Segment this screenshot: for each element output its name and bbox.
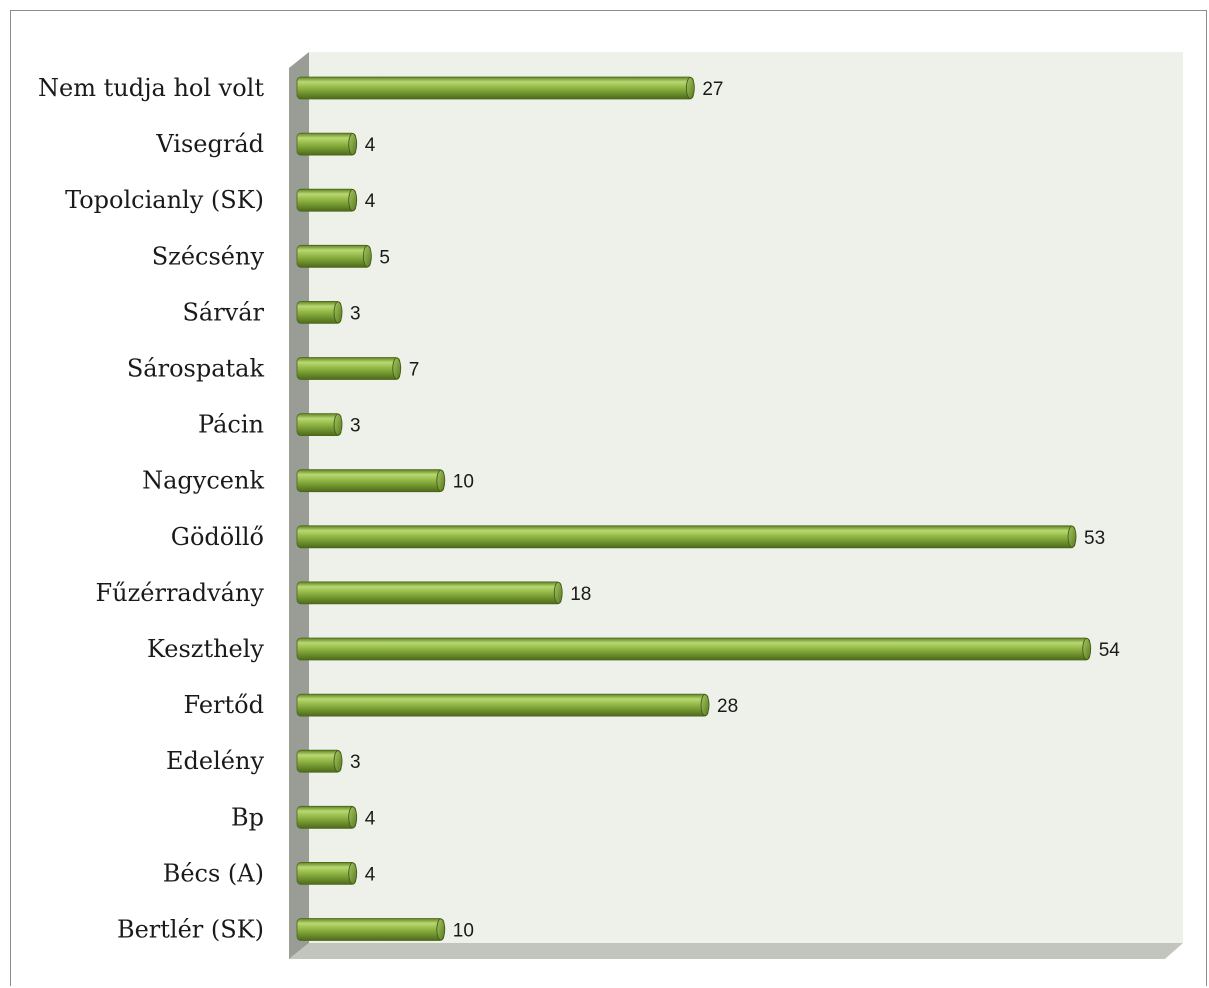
chart-frame xyxy=(10,10,1207,986)
bar xyxy=(296,862,357,885)
category-label: Sárospatak xyxy=(127,355,265,383)
category-label: Nem tudja hol volt xyxy=(38,74,264,102)
value-label: 4 xyxy=(365,864,376,885)
bar-cap xyxy=(685,77,695,99)
bar xyxy=(296,581,562,605)
bar xyxy=(296,805,357,829)
bar-cap xyxy=(348,189,358,212)
value-label: 4 xyxy=(365,191,376,212)
bar-cap xyxy=(348,806,358,829)
plot-walls xyxy=(289,52,1183,959)
bar-cap xyxy=(333,301,343,324)
value-label: 3 xyxy=(350,416,361,437)
bar-cap xyxy=(333,750,343,773)
category-label: Edelény xyxy=(166,747,264,775)
category-label: Keszthely xyxy=(147,635,264,663)
category-label: Bécs (A) xyxy=(163,859,264,887)
bar-cap xyxy=(700,694,710,716)
bar-cap xyxy=(348,133,358,156)
category-label: Fűzérradvány xyxy=(96,579,265,607)
value-label: 4 xyxy=(365,135,376,156)
bar xyxy=(296,637,1091,661)
bar-cap xyxy=(436,469,446,492)
category-label: Topolcianly (SK) xyxy=(65,186,264,214)
category-label: Bp xyxy=(231,803,264,831)
category-label: Visegrád xyxy=(155,130,264,158)
value-label: 4 xyxy=(365,808,376,829)
value-label: 3 xyxy=(350,303,361,324)
value-label: 10 xyxy=(453,921,474,942)
bar xyxy=(296,357,401,380)
value-label: 7 xyxy=(409,360,420,381)
category-label: Fertőd xyxy=(184,691,264,719)
category-label: Sárvár xyxy=(182,298,264,326)
bar-cap xyxy=(333,413,343,436)
back-wall xyxy=(309,52,1183,943)
category-label: Nagycenk xyxy=(142,467,264,495)
value-label: 27 xyxy=(702,79,723,100)
bars-group xyxy=(296,76,1092,941)
bar-cap xyxy=(436,918,446,941)
category-label: Pácin xyxy=(198,411,264,439)
value-label: 53 xyxy=(1084,528,1105,549)
bar xyxy=(296,693,709,717)
category-label: Szécsény xyxy=(152,242,265,270)
category-label: Bertlér (SK) xyxy=(117,916,264,944)
bar-cap xyxy=(553,582,563,604)
bar xyxy=(296,918,445,941)
category-labels: Nem tudja hol volt Visegrád Topolcianly (S… xyxy=(38,74,265,944)
bar-cap xyxy=(1082,638,1092,660)
category-label: Gödöllő xyxy=(171,523,264,551)
bar-cap xyxy=(392,357,402,380)
bar xyxy=(296,469,445,493)
bar-cap xyxy=(362,245,372,268)
bar xyxy=(296,132,357,156)
value-label: 5 xyxy=(379,247,390,268)
value-label: 28 xyxy=(717,696,738,717)
bar xyxy=(296,76,694,100)
bar xyxy=(296,525,1076,549)
bar-cap xyxy=(348,862,358,885)
bar-cap xyxy=(1067,525,1077,548)
value-label: 54 xyxy=(1099,640,1121,661)
side-wall xyxy=(289,52,309,959)
bar xyxy=(296,188,357,212)
floor xyxy=(289,943,1183,959)
value-label: 18 xyxy=(570,584,591,605)
value-label: 3 xyxy=(350,752,361,773)
value-label: 10 xyxy=(453,472,474,493)
bar xyxy=(296,244,371,268)
